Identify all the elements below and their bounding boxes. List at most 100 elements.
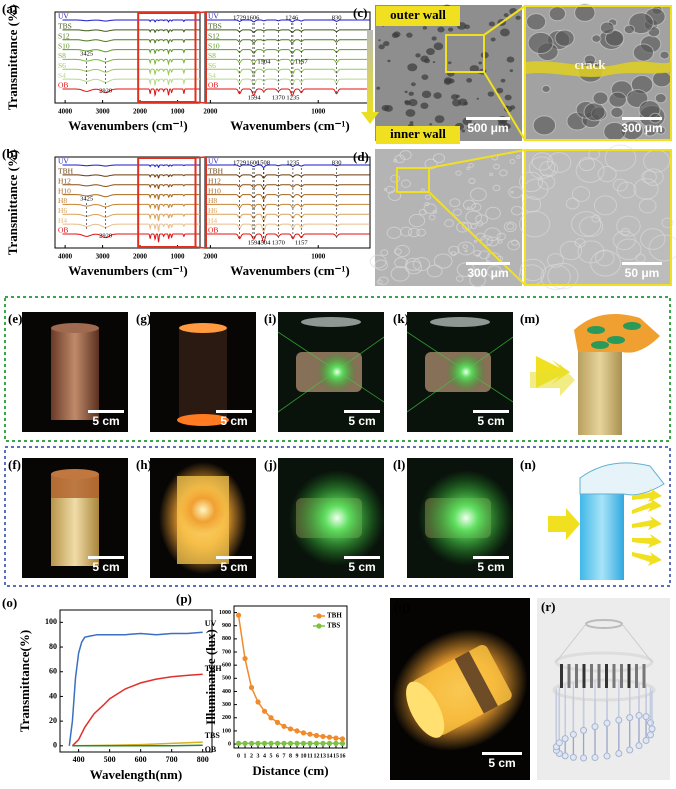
- glow: [177, 414, 229, 426]
- scale-bar: [216, 556, 252, 559]
- texture: [400, 179, 412, 188]
- spectrum: [62, 194, 200, 200]
- zoom-box: [445, 34, 485, 73]
- texture: [476, 97, 480, 100]
- panel-slat: [620, 664, 623, 688]
- texture: [434, 115, 445, 124]
- scale-label: 5 cm: [348, 414, 375, 428]
- texture: [612, 178, 628, 192]
- texture: [522, 196, 542, 213]
- texture: [462, 199, 476, 211]
- texture: [661, 217, 674, 228]
- bead: [635, 742, 643, 750]
- panel-slat: [567, 664, 571, 688]
- arrow: [632, 552, 662, 566]
- scale-label: 300 μm: [467, 266, 508, 280]
- texture: [492, 184, 501, 192]
- bead: [591, 723, 599, 731]
- texture: [571, 186, 591, 202]
- point: [339, 736, 346, 742]
- texture: [515, 154, 521, 159]
- texture: [509, 159, 516, 164]
- series-label: UV: [208, 12, 219, 21]
- texture: [456, 262, 475, 277]
- texture: [462, 244, 468, 249]
- texture: [404, 100, 409, 104]
- series-label: H10: [58, 186, 71, 195]
- x-tick-label: 7: [283, 753, 286, 759]
- texture: [443, 78, 452, 85]
- scale-bar: [482, 752, 522, 755]
- peak-label: 2920: [99, 87, 112, 94]
- arrow: [530, 364, 575, 396]
- series-label: UV: [58, 12, 69, 21]
- scale-label: 5 cm: [348, 560, 375, 574]
- series-label: TBS: [205, 731, 221, 740]
- texture: [409, 121, 414, 125]
- spectrum: [62, 233, 200, 243]
- point: [242, 655, 248, 662]
- zoom-box: [396, 167, 430, 193]
- texture: [515, 15, 521, 20]
- panel-slat: [612, 664, 616, 688]
- scale-label: 5 cm: [220, 414, 247, 428]
- texture: [457, 241, 475, 256]
- y-tick-label: 60: [49, 667, 57, 676]
- texture: [466, 127, 469, 129]
- y-tick-label: 0: [228, 741, 231, 747]
- spectrum: [205, 233, 370, 243]
- texture: [612, 230, 636, 251]
- bead: [626, 714, 634, 722]
- x-tick-label: 1000: [311, 253, 326, 261]
- x-tick-label: 12: [313, 753, 319, 759]
- glow: [418, 470, 514, 566]
- spectrum: [62, 49, 200, 55]
- peak-label: 3425: [80, 195, 93, 202]
- texture: [643, 124, 658, 137]
- wall-label: inner wall: [390, 126, 446, 141]
- panel-slat: [627, 664, 631, 688]
- texture: [490, 37, 496, 42]
- series-label: S4: [208, 71, 216, 80]
- series-label: H12: [58, 176, 71, 185]
- texture: [532, 115, 557, 136]
- spectrum: [62, 19, 200, 23]
- cylinder: [179, 328, 227, 420]
- x-axis-label: Wavelength(nm): [90, 767, 182, 782]
- texture: [643, 168, 664, 186]
- point: [274, 719, 281, 725]
- x-tick-label: 600: [135, 755, 147, 764]
- x-tick-label: 5: [270, 753, 273, 759]
- texture: [380, 249, 389, 256]
- x-tick-label: 3000: [96, 108, 111, 116]
- point: [255, 740, 261, 746]
- texture: [597, 165, 617, 183]
- texture: [449, 198, 461, 208]
- panel-label: (m): [520, 311, 540, 326]
- texture: [546, 253, 564, 268]
- y-tick-label: 80: [49, 642, 57, 651]
- spectrum: [62, 203, 200, 211]
- texture: [528, 156, 556, 180]
- texture: [404, 90, 408, 94]
- point: [333, 740, 339, 746]
- y-tick-label: 1000: [219, 610, 231, 616]
- series-line: [68, 631, 203, 746]
- panel-slat: [575, 664, 578, 688]
- x-tick-label: 3: [257, 753, 260, 759]
- texture: [464, 249, 468, 253]
- x-axis-label: Wavenumbers (cm⁻¹): [68, 263, 187, 278]
- wall-label: outer wall: [390, 7, 446, 22]
- y-tick-label: 600: [222, 663, 231, 669]
- panel-slat: [642, 664, 646, 688]
- series-label: H6: [58, 206, 67, 215]
- point: [255, 699, 261, 705]
- series-line: [71, 673, 203, 747]
- texture: [384, 105, 393, 112]
- texture: [473, 239, 478, 243]
- series-label: H8: [58, 196, 67, 205]
- x-tick-label: 800: [197, 755, 209, 764]
- texture: [525, 13, 547, 31]
- series-label: S6: [58, 61, 66, 70]
- x-tick-label: 700: [166, 755, 178, 764]
